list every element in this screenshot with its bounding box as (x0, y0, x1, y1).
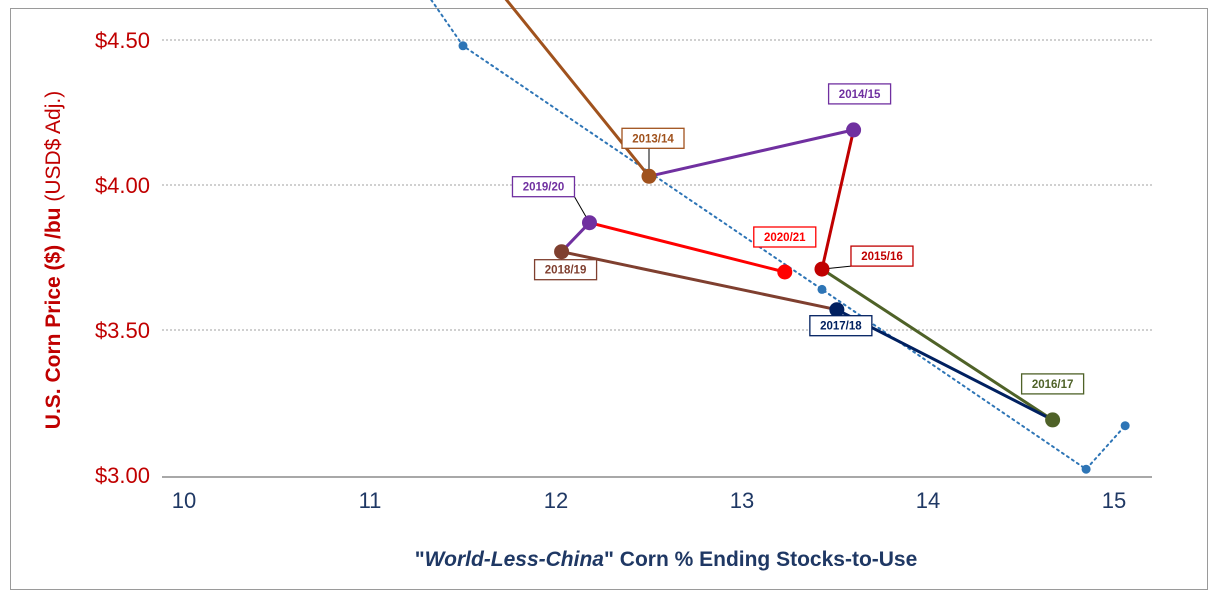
year-label-box (809, 315, 873, 337)
year-label-box (753, 226, 817, 248)
trend-point (1081, 464, 1091, 474)
year-label: 2018/19 (545, 265, 587, 277)
trend-point (458, 41, 468, 51)
year-label-box (850, 245, 914, 267)
year-label: 2015/16 (861, 251, 903, 263)
year-marker (846, 122, 862, 138)
year-segment (504, 0, 651, 178)
year-segment (835, 308, 1055, 422)
trend-point (1120, 421, 1130, 431)
y-tick-label: $4.00 (95, 173, 150, 198)
trend-point (817, 284, 827, 294)
chart-frame (10, 8, 1208, 590)
trend-line (430, 0, 1127, 471)
x-tick-labels: 10 11 12 13 14 15 (172, 488, 1126, 513)
x-tick-label: 13 (730, 488, 754, 513)
year-segments (504, 0, 1055, 422)
year-segment (820, 128, 856, 271)
x-tick-label: 12 (544, 488, 568, 513)
year-label-box (511, 176, 576, 198)
y-tick-labels: $3.00$3.50$4.00$4.50$5.00$5.50$6.00 (95, 28, 150, 488)
year-segment (560, 250, 839, 312)
year-label: 2014/15 (839, 89, 881, 101)
year-labels: 2012/132013/142014/152015/162016/172017/… (511, 83, 1085, 395)
gridlines (162, 39, 1152, 331)
year-label-box (621, 127, 685, 149)
y-tick-label: $4.50 (95, 28, 150, 53)
x-tick-label: 15 (1102, 488, 1126, 513)
year-label: 2020/21 (764, 232, 806, 244)
year-label-box (827, 83, 892, 105)
year-segment (587, 221, 787, 274)
year-marker (581, 215, 597, 231)
x-axis-title: "World-Less-China" Corn % Ending Stocks-… (415, 548, 918, 571)
year-marker (777, 264, 793, 280)
year-label: 2013/14 (632, 133, 674, 145)
year-marker (554, 244, 570, 260)
year-label-box (533, 259, 598, 281)
y-axis-title: U.S. Corn Price ($) /bu (USD$ Adj.) (42, 91, 65, 429)
year-marker (829, 302, 845, 318)
year-markers (554, 122, 1061, 428)
year-marker (1045, 412, 1061, 428)
y-tick-label: $3.00 (95, 463, 150, 488)
x-tick-label: 14 (916, 488, 940, 513)
year-segment (647, 128, 856, 178)
x-tick-label: 10 (172, 488, 196, 513)
year-segment (820, 267, 1055, 422)
year-label-box (1020, 373, 1085, 395)
trend-series (430, 0, 1130, 474)
year-label: 2016/17 (1032, 379, 1074, 391)
year-marker (641, 168, 657, 184)
y-tick-label: $3.50 (95, 318, 150, 343)
year-marker (814, 261, 830, 277)
x-tick-label: 11 (359, 488, 382, 513)
year-label: 2017/18 (820, 321, 862, 333)
year-label: 2019/20 (523, 182, 565, 194)
